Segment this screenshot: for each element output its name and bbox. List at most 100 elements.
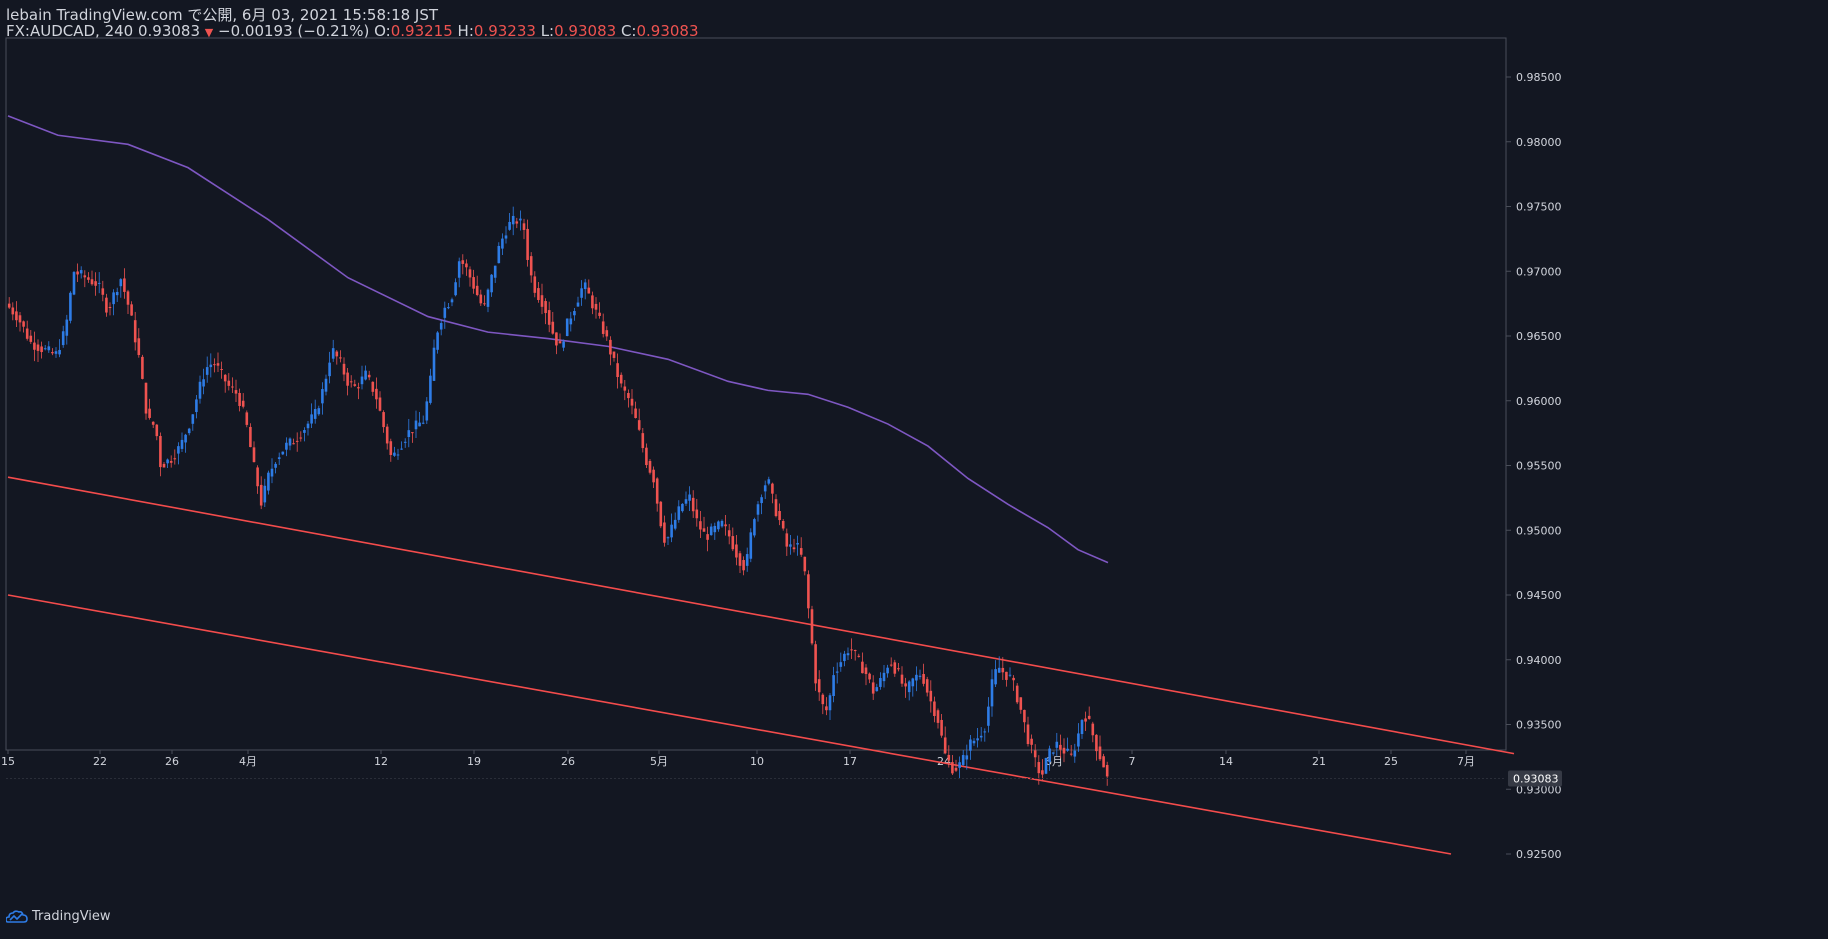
candle-body bbox=[1012, 677, 1015, 681]
candle-body bbox=[43, 348, 47, 350]
candle-body bbox=[1008, 674, 1012, 676]
candle-body bbox=[317, 408, 321, 415]
candle-body bbox=[407, 430, 411, 438]
candle-body bbox=[814, 644, 817, 684]
tradingview-logo[interactable]: TradingView bbox=[6, 909, 111, 924]
candle-body bbox=[1062, 747, 1066, 754]
candle-body bbox=[616, 363, 619, 378]
candle-body bbox=[490, 274, 493, 293]
x-tick-label: 12 bbox=[374, 755, 388, 768]
candle-body bbox=[40, 346, 43, 353]
x-tick-label: 5月 bbox=[650, 755, 668, 768]
candle-body bbox=[249, 426, 252, 448]
candle-body bbox=[331, 348, 335, 359]
candle-body bbox=[133, 320, 137, 343]
candle-body bbox=[774, 499, 778, 517]
candle-body bbox=[126, 291, 130, 305]
y-tick-label: 0.94000 bbox=[1516, 654, 1562, 667]
candle-body bbox=[1015, 685, 1019, 703]
candle-body bbox=[454, 282, 457, 296]
candle-body bbox=[504, 235, 508, 239]
candle-body bbox=[1023, 709, 1026, 723]
candle-body bbox=[821, 694, 825, 705]
candle-body bbox=[817, 679, 821, 693]
candle-body bbox=[202, 379, 205, 387]
candle-body bbox=[389, 441, 393, 455]
candle-body bbox=[472, 277, 475, 289]
candle-body bbox=[137, 338, 141, 355]
candle-body bbox=[861, 661, 864, 674]
candle-body bbox=[256, 467, 259, 487]
candle-body bbox=[1091, 723, 1095, 736]
candle-body bbox=[573, 310, 576, 316]
candle-body bbox=[846, 653, 850, 656]
candle-body bbox=[1069, 753, 1073, 755]
candle-body bbox=[511, 215, 515, 225]
candle-body bbox=[655, 478, 659, 504]
candle-body bbox=[562, 341, 565, 348]
symbol-name[interactable]: FX:AUDCAD, 240 bbox=[6, 22, 134, 40]
candle-body bbox=[810, 609, 814, 644]
candle-body bbox=[432, 347, 436, 381]
candle-body bbox=[789, 544, 792, 547]
y-tick-label: 0.96500 bbox=[1516, 330, 1562, 343]
candle-body bbox=[684, 499, 688, 504]
candle-body bbox=[385, 426, 389, 444]
candle-body bbox=[1095, 734, 1098, 752]
candle-body bbox=[792, 547, 796, 550]
symbol-info: FX:AUDCAD, 240 0.93083 ▼ −0.00193 (−0.21… bbox=[6, 22, 699, 40]
candle-body bbox=[720, 520, 724, 527]
candle-body bbox=[259, 484, 263, 506]
candle-body bbox=[382, 412, 385, 428]
candle-body bbox=[25, 328, 29, 339]
candle-body bbox=[954, 767, 958, 771]
candle-body bbox=[645, 447, 648, 466]
candle-body bbox=[159, 435, 162, 468]
x-tick-label: 19 bbox=[467, 755, 481, 768]
candle-body bbox=[987, 706, 990, 726]
candle-body bbox=[18, 315, 22, 323]
candle-body bbox=[619, 374, 623, 384]
candle-body bbox=[403, 441, 407, 443]
candle-body bbox=[443, 307, 447, 318]
candle-body bbox=[439, 323, 443, 330]
candle-body bbox=[360, 376, 364, 385]
candle-body bbox=[501, 238, 504, 249]
candle-body bbox=[414, 420, 418, 430]
candle-body bbox=[115, 291, 119, 296]
candle-body bbox=[429, 375, 432, 403]
candle-body bbox=[979, 735, 983, 738]
publish-info: lebain TradingView.com で公開, 6月 03, 2021 … bbox=[6, 6, 439, 24]
candle-body bbox=[396, 454, 400, 456]
candle-body bbox=[544, 301, 547, 314]
candle-body bbox=[958, 762, 961, 768]
candle-body bbox=[468, 269, 472, 278]
candle-body bbox=[400, 448, 403, 450]
candle-body bbox=[709, 526, 713, 536]
tradingview-brand: TradingView bbox=[32, 909, 111, 924]
candle-body bbox=[753, 519, 756, 536]
candle-body bbox=[627, 392, 630, 399]
candle-body bbox=[731, 536, 735, 550]
x-tick-label: 17 bbox=[843, 755, 857, 768]
candle-body bbox=[231, 386, 234, 388]
candle-body bbox=[652, 469, 655, 483]
candle-body bbox=[853, 650, 857, 652]
candle-body bbox=[213, 364, 216, 366]
y-tick-label: 0.97500 bbox=[1516, 201, 1562, 214]
candle-body bbox=[450, 299, 454, 303]
candle-body bbox=[436, 332, 439, 350]
candle-body bbox=[292, 443, 295, 445]
x-tick-label: 4月 bbox=[239, 755, 257, 768]
close-value: 0.93083 bbox=[636, 22, 699, 40]
candle-body bbox=[162, 463, 166, 468]
y-tick-label: 0.92500 bbox=[1516, 848, 1562, 861]
candle-body bbox=[371, 381, 375, 392]
candle-body bbox=[47, 346, 51, 351]
candle-body bbox=[990, 679, 994, 707]
candle-body bbox=[457, 261, 461, 278]
candle-body bbox=[594, 303, 598, 310]
candle-body bbox=[781, 521, 785, 529]
candle-body bbox=[263, 485, 267, 503]
